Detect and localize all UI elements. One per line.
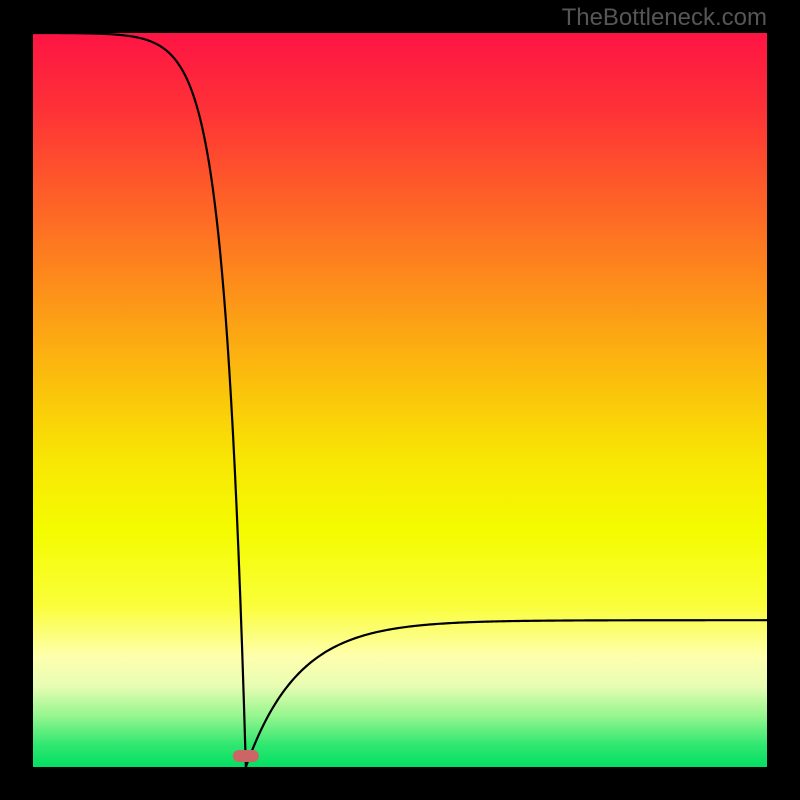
plot-area (33, 33, 767, 767)
chart-container: TheBottleneck.com (0, 0, 800, 800)
watermark-text: TheBottleneck.com (562, 4, 767, 32)
plot-svg (33, 33, 767, 767)
gradient-background (33, 33, 767, 767)
optimal-marker (233, 750, 259, 762)
